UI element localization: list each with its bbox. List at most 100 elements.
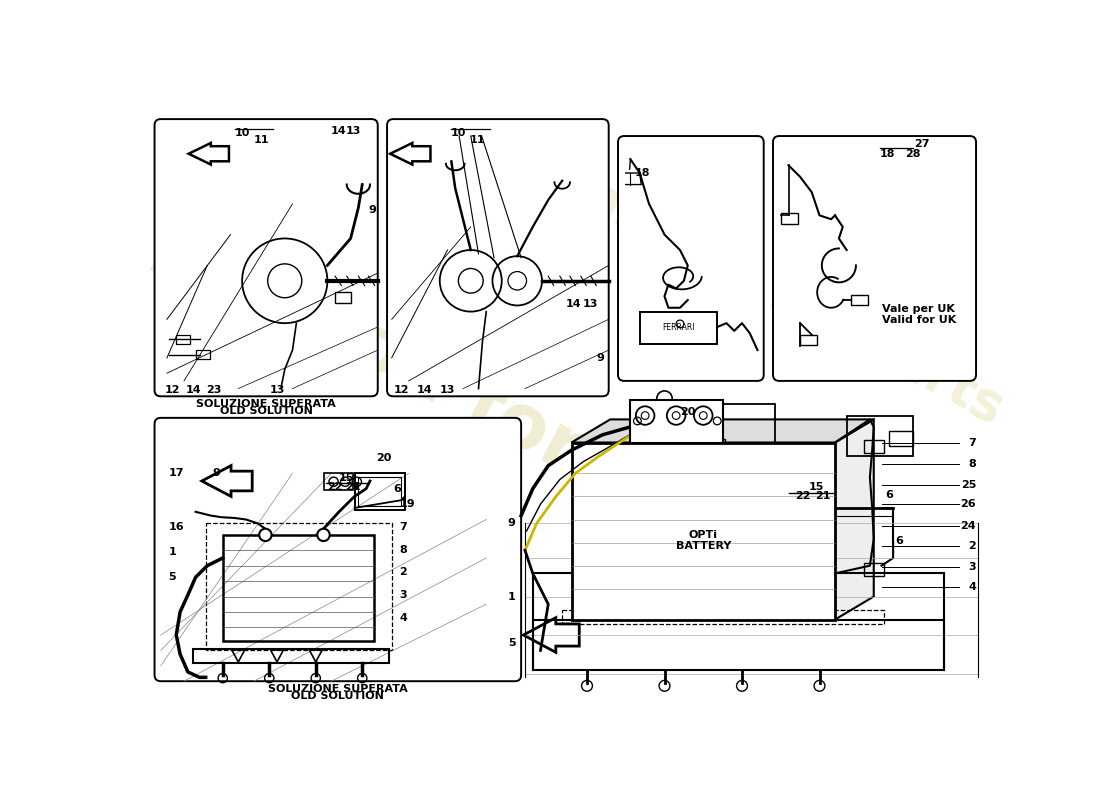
Text: 6: 6	[886, 490, 893, 500]
Text: 23: 23	[206, 385, 221, 395]
Text: OLD SOLUTION: OLD SOLUTION	[220, 406, 312, 416]
Bar	[800, 334, 817, 346]
Text: 4: 4	[968, 582, 976, 592]
Text: 27: 27	[914, 138, 929, 149]
Bar	[865, 563, 883, 576]
Text: 3: 3	[399, 590, 407, 600]
Text: 13: 13	[582, 299, 597, 309]
Bar	[532, 619, 944, 670]
Text: 11: 11	[470, 135, 485, 145]
Text: FERRARI: FERRARI	[662, 323, 695, 332]
Bar	[850, 294, 868, 306]
Text: 22: 22	[794, 491, 811, 502]
Bar	[629, 400, 723, 442]
FancyBboxPatch shape	[387, 119, 608, 396]
Text: 14: 14	[186, 385, 201, 395]
Text: 4: 4	[399, 613, 407, 623]
Bar	[847, 415, 913, 455]
Text: 14: 14	[565, 299, 581, 309]
Text: 6: 6	[895, 536, 903, 546]
Text: 9: 9	[508, 518, 516, 528]
Text: 20: 20	[376, 453, 392, 463]
Text: 9: 9	[212, 468, 220, 478]
Text: 10: 10	[235, 128, 251, 138]
Text: OPTi: OPTi	[689, 530, 717, 540]
Bar	[222, 535, 374, 641]
Text: 1: 1	[508, 591, 516, 602]
Polygon shape	[189, 143, 229, 165]
Text: 6: 6	[394, 484, 402, 494]
Polygon shape	[390, 143, 430, 165]
Polygon shape	[201, 466, 252, 496]
Bar	[562, 610, 883, 624]
Text: SOLUZIONE SUPERATA: SOLUZIONE SUPERATA	[267, 683, 407, 694]
Text: 15: 15	[808, 482, 824, 492]
Text: 3: 3	[968, 562, 976, 572]
Text: BATTERY: BATTERY	[675, 542, 730, 551]
Bar	[889, 431, 913, 446]
Text: 5: 5	[168, 572, 176, 582]
Bar	[206, 523, 392, 650]
Text: 28: 28	[904, 149, 921, 158]
Text: 18: 18	[880, 149, 895, 158]
Bar	[703, 438, 725, 454]
Text: 8: 8	[399, 546, 407, 555]
FancyBboxPatch shape	[618, 136, 763, 381]
Text: 9: 9	[596, 353, 604, 363]
Bar	[354, 474, 405, 510]
Text: 10: 10	[451, 128, 466, 138]
Text: 7: 7	[399, 522, 407, 532]
Text: 13: 13	[440, 385, 455, 395]
Polygon shape	[524, 618, 580, 652]
Text: OLD SOLUTION: OLD SOLUTION	[292, 691, 384, 702]
Text: 14: 14	[417, 385, 432, 395]
FancyBboxPatch shape	[773, 136, 976, 381]
Text: 11: 11	[254, 135, 270, 145]
Text: 20: 20	[680, 406, 695, 417]
Text: 21: 21	[815, 491, 830, 502]
Text: Vale per UK: Vale per UK	[881, 304, 955, 314]
Bar	[323, 474, 353, 490]
Bar	[336, 292, 351, 303]
Bar	[176, 334, 190, 344]
Circle shape	[260, 529, 272, 541]
Text: 7: 7	[968, 438, 976, 447]
FancyBboxPatch shape	[154, 418, 521, 682]
Bar	[865, 440, 883, 453]
Text: 2: 2	[968, 542, 976, 551]
Text: 9: 9	[368, 205, 376, 215]
Text: 21: 21	[345, 482, 361, 492]
Text: 13: 13	[345, 126, 361, 136]
Text: 16: 16	[168, 522, 184, 532]
Text: 1: 1	[168, 547, 176, 557]
Text: 12: 12	[165, 385, 180, 395]
Circle shape	[317, 529, 330, 541]
Text: 15: 15	[339, 473, 354, 483]
Bar	[194, 649, 388, 662]
Text: 19: 19	[399, 499, 415, 509]
Text: 24: 24	[960, 521, 976, 530]
Bar	[196, 350, 210, 359]
Text: 25: 25	[960, 480, 976, 490]
Text: 8: 8	[968, 459, 976, 469]
FancyBboxPatch shape	[154, 119, 377, 396]
Text: 22: 22	[328, 482, 343, 492]
Polygon shape	[835, 419, 873, 619]
Text: 12: 12	[394, 385, 409, 395]
Text: Valid for UK: Valid for UK	[881, 314, 956, 325]
Bar	[781, 213, 798, 224]
Text: SOLUZIONE SUPERATA: SOLUZIONE SUPERATA	[196, 398, 336, 409]
Bar	[359, 477, 402, 506]
Text: 14: 14	[330, 126, 346, 136]
Text: 2: 2	[399, 567, 407, 577]
Bar	[640, 312, 717, 344]
Bar	[572, 442, 835, 619]
Text: 5: 5	[508, 638, 516, 648]
Bar	[703, 404, 774, 449]
Text: passion for parts: passion for parts	[541, 151, 1012, 434]
Text: 18: 18	[635, 168, 650, 178]
Polygon shape	[572, 419, 873, 442]
Text: 17: 17	[168, 468, 184, 478]
Text: 13: 13	[270, 385, 285, 395]
Text: passion for parts: passion for parts	[144, 203, 813, 605]
